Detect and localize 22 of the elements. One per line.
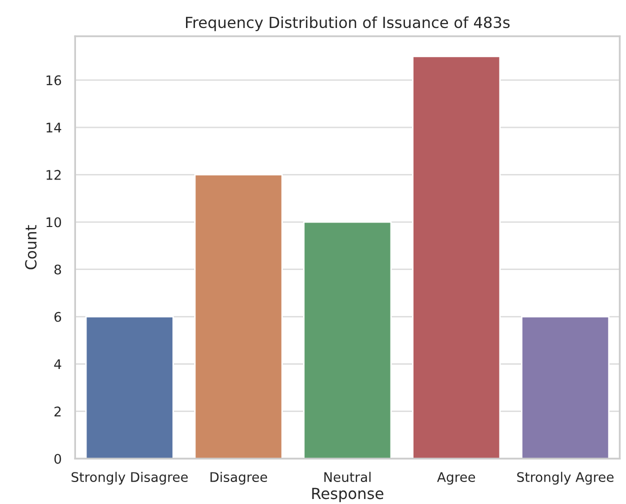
x-tick-label: Strongly Disagree (72, 472, 188, 485)
y-tick-label: 4 (54, 359, 62, 370)
bar (85, 316, 174, 459)
x-axis-title: Response (312, 488, 384, 502)
y-tick-label: 14 (46, 122, 62, 132)
y-tick-label: 16 (46, 75, 62, 86)
y-tick-label: 10 (46, 217, 62, 228)
bar (412, 56, 501, 459)
bar (521, 316, 610, 459)
y-tick-label: 8 (54, 264, 62, 275)
y-tick-label: 6 (54, 312, 62, 322)
x-tick-label: Disagree (210, 472, 268, 485)
y-tick-label: 0 (54, 454, 62, 464)
chart-title: Frequency Distribution of Issuance of 483s (186, 16, 510, 32)
y-axis-title: Count (25, 225, 37, 270)
x-tick-label: Strongly Agree (517, 472, 614, 485)
y-tick-label: 12 (46, 170, 61, 180)
bar (303, 221, 392, 459)
x-tick-label: Neutral (324, 472, 371, 482)
x-tick-label: Agree (437, 472, 476, 485)
y-tick-label: 2 (54, 406, 61, 416)
bar (194, 174, 283, 459)
